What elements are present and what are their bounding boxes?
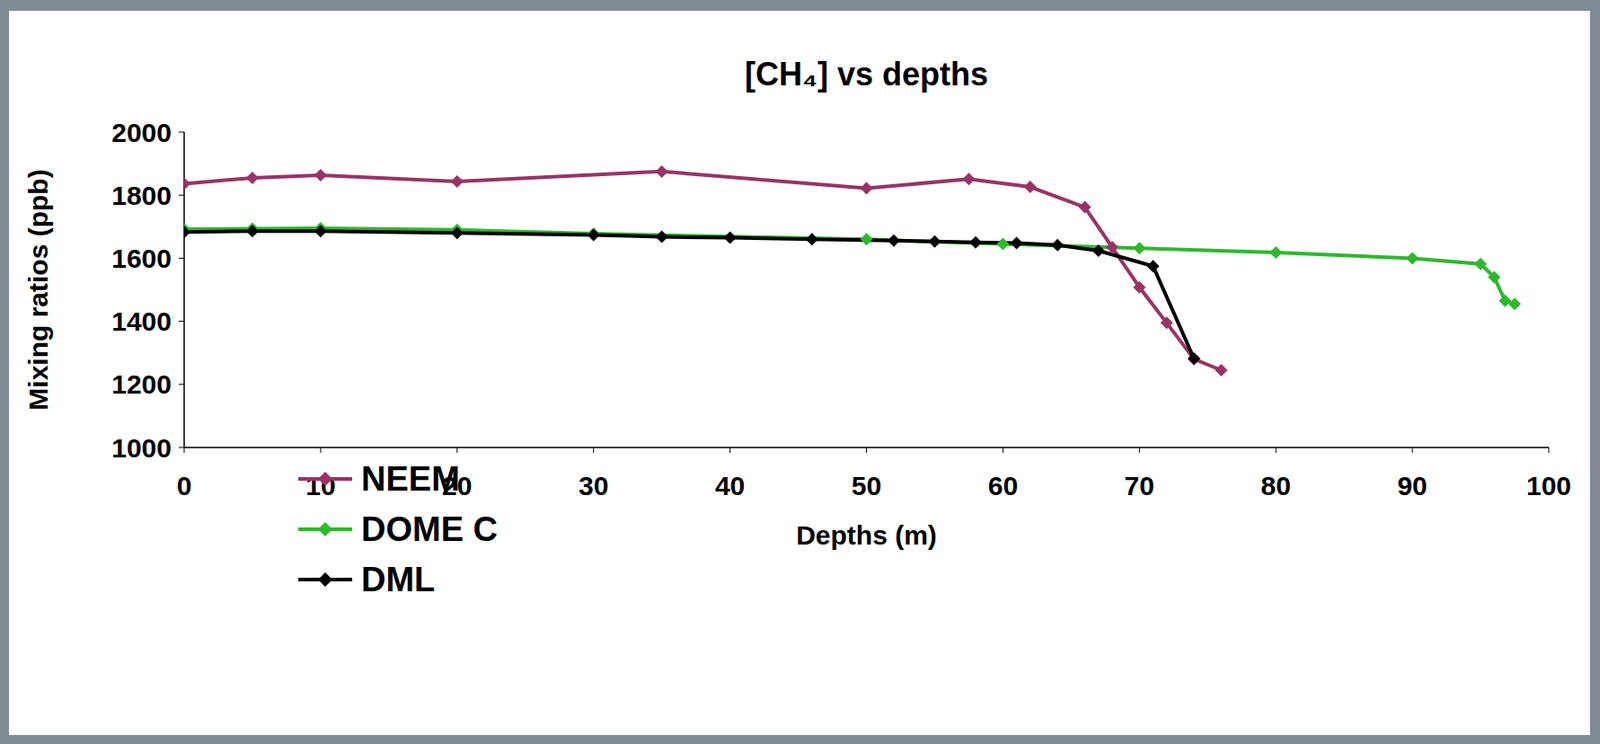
svg-text:0: 0: [176, 470, 193, 501]
svg-text:80: 80: [1261, 470, 1291, 501]
svg-text:90: 90: [1396, 470, 1427, 501]
svg-text:Depths (m): Depths (m): [795, 520, 938, 550]
svg-text:1400: 1400: [111, 306, 172, 336]
svg-text:100: 100: [1526, 470, 1572, 501]
svg-text:60: 60: [988, 470, 1018, 501]
svg-text:30: 30: [578, 470, 609, 501]
svg-text:20: 20: [441, 470, 472, 501]
svg-text:1800: 1800: [111, 180, 172, 211]
svg-text:10: 10: [305, 470, 336, 501]
svg-text:Mixing ratios (ppb): Mixing ratios (ppb): [23, 168, 54, 410]
svg-text:40: 40: [715, 470, 745, 501]
svg-text:70: 70: [1124, 470, 1155, 501]
svg-text:2000: 2000: [111, 117, 172, 148]
svg-text:1200: 1200: [111, 369, 172, 399]
svg-text:1000: 1000: [111, 433, 172, 463]
svg-text:50: 50: [851, 470, 882, 501]
svg-text:1600: 1600: [111, 243, 172, 274]
